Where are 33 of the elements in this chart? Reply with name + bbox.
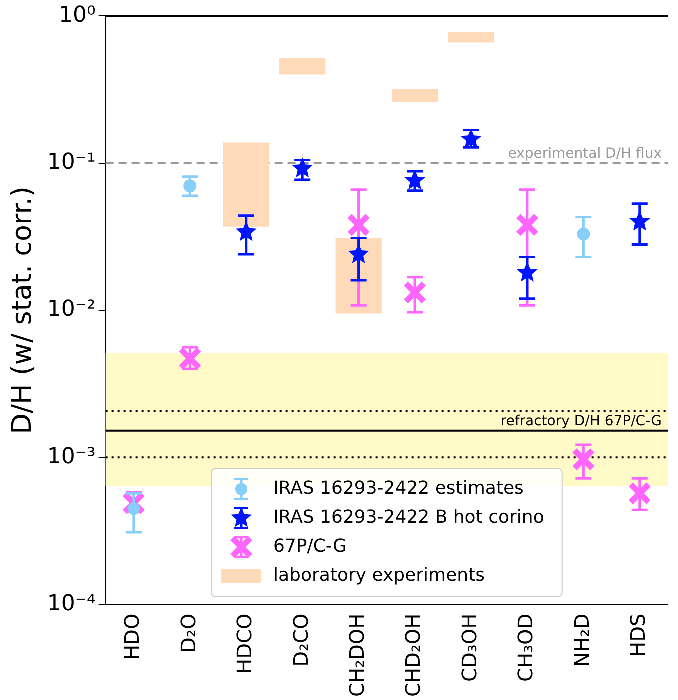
y-tick-label: 10⁻¹ bbox=[47, 150, 96, 176]
y-tick-label: 10⁰ bbox=[59, 2, 96, 28]
bar bbox=[448, 32, 494, 43]
bar bbox=[280, 58, 326, 75]
x-tick-label: NH₂D bbox=[570, 614, 594, 668]
y-tick-label: 10⁻³ bbox=[47, 444, 96, 470]
legend-label: IRAS 16293-2422 estimates bbox=[273, 478, 524, 499]
point bbox=[572, 448, 595, 471]
x-tick-label: CH₃OD bbox=[514, 614, 538, 682]
legend-label: laboratory experiments bbox=[273, 564, 486, 586]
point bbox=[348, 214, 370, 236]
point bbox=[628, 482, 651, 505]
point bbox=[292, 158, 314, 178]
y-axis-title: D/H (w/ stat. corr.) bbox=[7, 186, 38, 434]
x-tick-label: HDO bbox=[120, 614, 144, 660]
y-tick-label: 10⁻² bbox=[47, 297, 96, 322]
x-tick-label: HDS bbox=[626, 614, 650, 657]
x-tick-label: CH₂DOH bbox=[345, 614, 370, 697]
x-tick-label: D₂CO bbox=[288, 614, 313, 667]
point bbox=[404, 282, 426, 304]
ref-line-label: experimental D/H flux bbox=[508, 146, 662, 162]
point bbox=[348, 244, 370, 264]
bar bbox=[392, 89, 438, 102]
x-tick-label: CD₃OH bbox=[457, 614, 482, 682]
point bbox=[516, 214, 538, 236]
x-tick-label: D₂O bbox=[176, 614, 200, 653]
ref-line-label: refractory D/H 67P/C-G bbox=[500, 414, 662, 430]
legend-label: 67P/C-G bbox=[273, 536, 347, 557]
y-tick-label: 10⁻⁴ bbox=[47, 592, 96, 617]
bar bbox=[223, 142, 270, 227]
legend-label: IRAS 16293-2422 B hot corino bbox=[273, 506, 544, 528]
x-tick-label: CHD₂OH bbox=[401, 614, 426, 697]
x-tick-label: HDCO bbox=[232, 614, 257, 674]
